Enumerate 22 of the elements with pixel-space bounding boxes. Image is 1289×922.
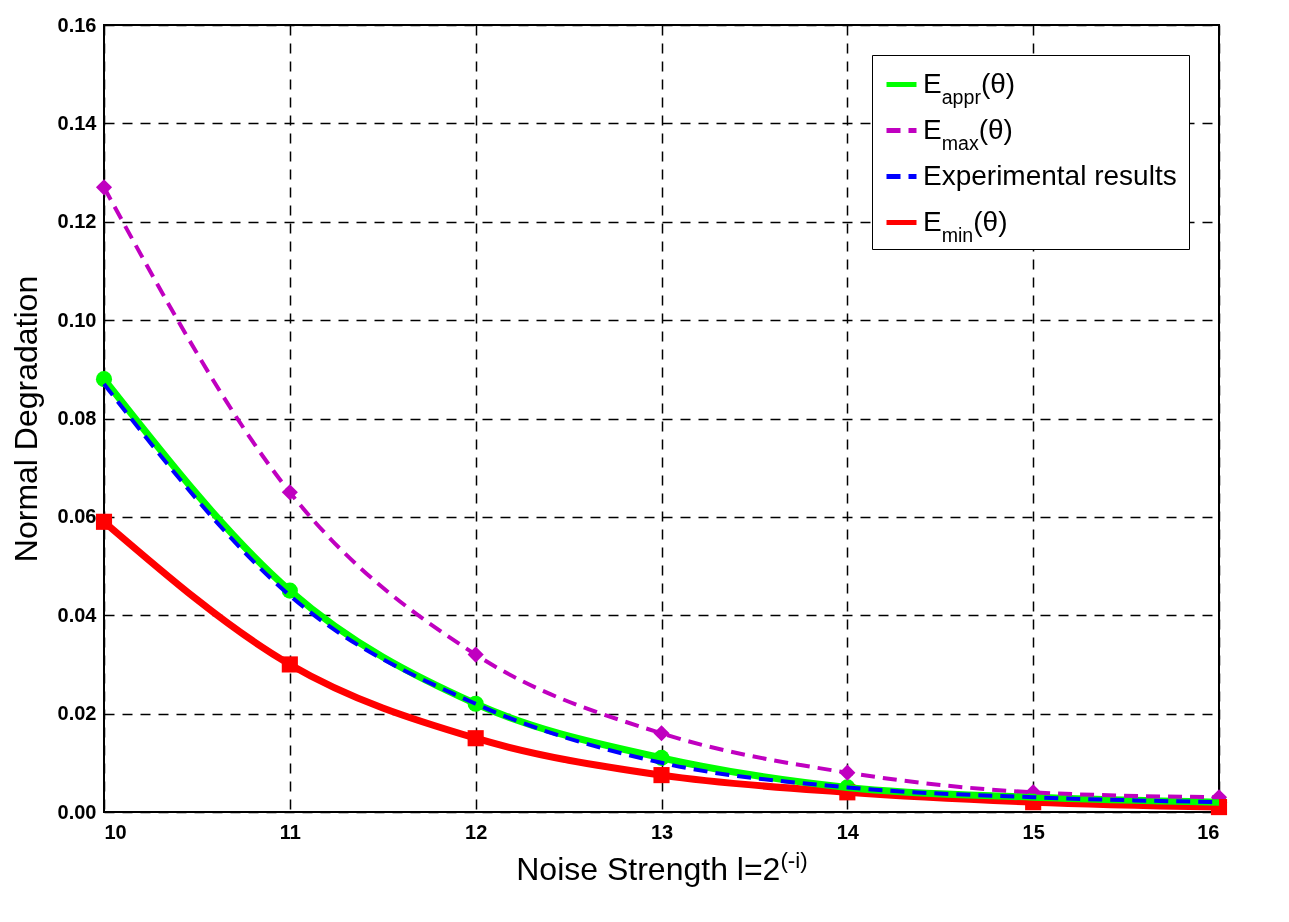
x-tick-label: 13 <box>650 820 674 843</box>
y-tick-label: 0.00 <box>57 800 97 823</box>
y-tick-label: 0.06 <box>57 505 97 528</box>
y-tick-label: 0.12 <box>57 210 97 233</box>
y-tick-label: 0.02 <box>57 702 97 725</box>
x-tick-label: 16 <box>1197 820 1220 843</box>
x-axis-title: Noise Strength l=2$^{(-i)}$ <box>516 847 808 887</box>
x-tick-label: 12 <box>465 820 488 843</box>
y-tick-label: 0.08 <box>57 407 97 429</box>
y-tick-label: 0.04 <box>57 603 98 626</box>
y-axis-title: Normal Degradation <box>7 275 44 563</box>
legend-label: E$_{min}$(θ) <box>923 205 1008 246</box>
x-tick-label: 11 <box>279 820 301 843</box>
x-tick-label: 10 <box>104 820 127 843</box>
y-tick-label: 0.16 <box>57 13 97 36</box>
legend-label: Experimental results <box>923 159 1177 191</box>
y-tick-label: 0.10 <box>57 308 97 331</box>
legend-label: E$_{appr}$(θ) <box>923 67 1016 108</box>
y-tick-label: 0.14 <box>57 111 98 134</box>
x-tick-label: 15 <box>1022 820 1045 843</box>
x-tick-label: 14 <box>836 820 860 843</box>
legend-label: E$_{max}$(θ) <box>923 113 1013 154</box>
